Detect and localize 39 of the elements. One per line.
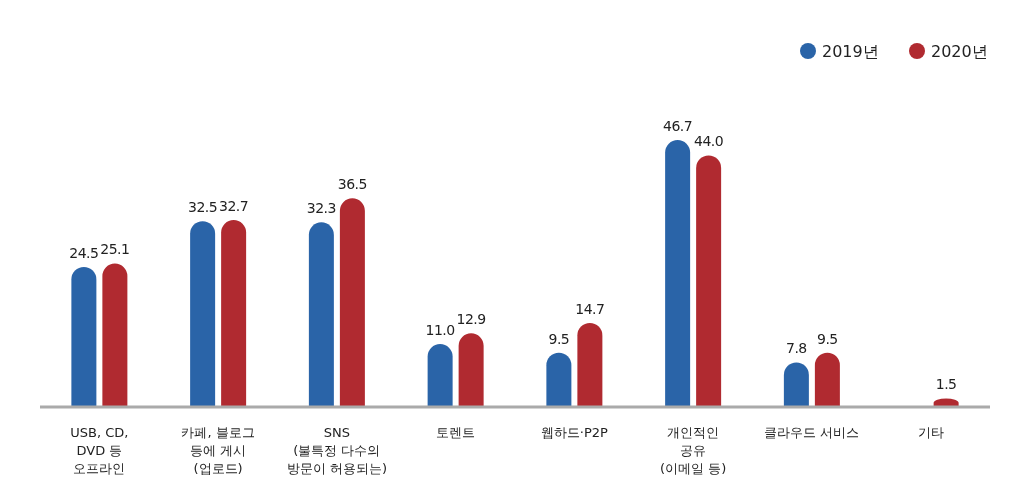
data-label: 32.3	[306, 200, 336, 217]
data-label: 7.8	[785, 340, 807, 357]
data-label: 32.5	[188, 199, 218, 216]
data-label: 44.0	[694, 133, 724, 150]
bar	[783, 362, 809, 407]
bar	[427, 344, 453, 407]
bar	[190, 221, 216, 407]
data-label: 14.7	[575, 300, 605, 317]
bar	[696, 155, 722, 407]
bar	[71, 266, 97, 407]
data-label: 36.5	[337, 176, 367, 193]
x-tick-label: 개인적인 공유 (이메일 등)	[659, 425, 727, 476]
x-tick-label: 웹하드·P2P	[540, 425, 609, 440]
data-label: 46.7	[663, 118, 693, 134]
bar	[339, 198, 365, 407]
x-tick-label: USB, CD, DVD 등 오프라인	[70, 425, 129, 476]
bar	[577, 322, 603, 407]
data-label: 9.5	[548, 330, 570, 347]
x-tick-label: 기타	[917, 425, 944, 440]
bar	[665, 140, 691, 407]
data-label: 24.5	[69, 244, 99, 261]
bar	[458, 333, 484, 407]
data-label: 11.0	[425, 322, 455, 339]
legend-label: 2019년	[822, 42, 879, 61]
data-label: 1.5	[935, 376, 957, 393]
bar	[308, 222, 334, 407]
legend-label: 2020년	[931, 42, 988, 61]
x-tick-label: 토렌트	[436, 425, 476, 440]
bar	[546, 352, 572, 407]
x-tick-label: 카페, 블로그 등에 게시 (업로드)	[181, 425, 255, 476]
data-label: 12.9	[456, 311, 486, 328]
bar	[221, 220, 247, 407]
data-label: 9.5	[816, 330, 838, 347]
bar	[102, 263, 128, 407]
data-label: 25.1	[100, 241, 130, 258]
data-label: 32.7	[219, 198, 249, 215]
x-tick-label: SNS (불특정 다수의 방문이 허용되는)	[286, 425, 387, 476]
bar	[814, 352, 840, 407]
x-tick-label: 클라우드 서비스	[764, 425, 860, 440]
